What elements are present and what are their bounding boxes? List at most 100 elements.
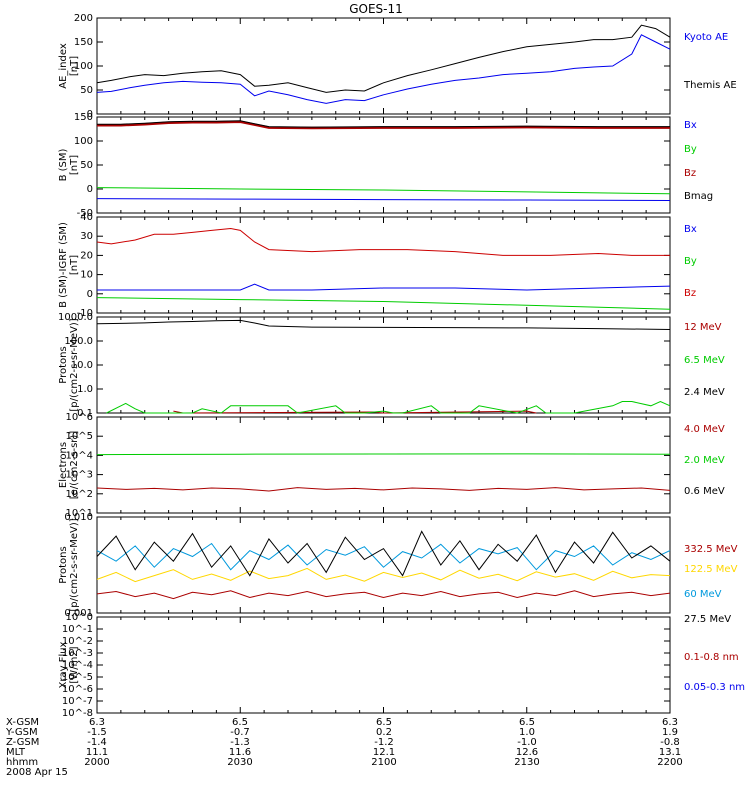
legend-entry: 2.0 MeV — [684, 455, 725, 466]
orbit-cell: -0.8 — [660, 737, 680, 748]
y-tick-label: 50 — [80, 160, 93, 171]
y-tick-label: 10^-4 — [62, 660, 93, 671]
panel-frame — [96, 616, 671, 714]
legend-entry: Bmag — [684, 191, 713, 202]
y-axis-label: Protons — [58, 346, 69, 383]
y-tick-label: 10^4 — [66, 450, 93, 461]
orbit-row-label: hhmm — [6, 757, 38, 768]
y-tick-label: 0.010 — [64, 512, 93, 523]
panel-7: 10^-810^-710^-610^-510^-410^-310^-210^-1… — [58, 612, 745, 719]
y-tick-label: 100 — [74, 61, 93, 72]
panel-frame — [96, 416, 671, 514]
y-axis-label: B (SM) — [58, 148, 69, 181]
orbit-cell: 1.0 — [519, 727, 535, 738]
legend-entry: Kyoto AE — [684, 32, 728, 43]
orbit-cell: -1.5 — [87, 727, 107, 738]
orbit-cell: 2100 — [371, 757, 396, 768]
orbit-cell: 6.5 — [519, 717, 535, 728]
y-tick-label: 0.001 — [64, 608, 93, 619]
y-tick-label: 10^-1 — [62, 624, 93, 635]
y-tick-label: 0.1 — [77, 408, 93, 419]
date-label: 2008 Apr 15 — [6, 767, 68, 778]
series-122-5-mev — [96, 567, 671, 583]
panel-frame — [96, 316, 671, 414]
legend-entry: 6.5 MeV — [684, 355, 725, 366]
y-tick-label: 0 — [87, 289, 93, 300]
legend-entry: Bz — [684, 288, 696, 299]
orbit-cell: 0.2 — [376, 727, 392, 738]
y-tick-label: 10^1 — [66, 508, 93, 519]
series-bx — [97, 283, 671, 291]
orbit-cell: 6.3 — [89, 717, 105, 728]
panel-3: -10 0 10 20 30 40 B (SM)-IGRF (SM) [nT] Bx By Bz — [58, 212, 697, 319]
series-bx — [96, 198, 671, 201]
y-tick-label: 100.0 — [64, 336, 93, 347]
series-bz — [96, 227, 670, 256]
orbit-cell: 11.1 — [86, 747, 108, 758]
y-tick-label: -10 — [77, 308, 93, 319]
orbit-cell: -0.7 — [230, 727, 250, 738]
series-27-5-mev — [96, 530, 671, 577]
legend-entry: 2.4 MeV — [684, 387, 725, 398]
y-tick-label: 100 — [74, 136, 93, 147]
y-axis-label: [e/(cm2-s-sr)] — [69, 431, 80, 500]
y-tick-label: 10^-6 — [62, 684, 93, 695]
orbit-cell: 2200 — [657, 757, 682, 768]
orbit-cell: 2000 — [84, 757, 109, 768]
y-tick-label: 0 — [87, 184, 93, 195]
y-tick-label: 0 — [87, 109, 93, 120]
legend-entry: 0.1-0.8 nm — [684, 652, 739, 663]
series-by — [96, 187, 671, 195]
y-tick-label: 200 — [74, 13, 93, 24]
y-tick-label: 10^3 — [66, 470, 93, 481]
legend-entry: Bz — [684, 168, 696, 179]
legend-entry: 332.5 MeV — [684, 544, 738, 555]
series-bmag — [97, 120, 670, 128]
panel-5: 10^1 10^2 10^3 10^4 10^5 10^6 Electrons [e/(cm2… — [58, 412, 725, 519]
orbit-cell: 11.6 — [229, 747, 251, 758]
panel-1: 0 50 100 150 200 AE_index [nT] Kyoto AE Themis A… — [58, 13, 737, 120]
orbit-cell: 6.5 — [376, 717, 392, 728]
orbit-row-label: X-GSM — [6, 717, 39, 728]
y-tick-label: 150 — [74, 37, 93, 48]
orbit-cell: 6.5 — [232, 717, 248, 728]
orbit-cell: -1.3 — [230, 737, 250, 748]
orbit-cell: 1.9 — [662, 727, 678, 738]
y-tick-label: 1.0 — [77, 384, 93, 395]
orbit-cell: -1.0 — [517, 737, 537, 748]
y-tick-label: 10^6 — [66, 412, 93, 423]
y-axis-label: [nT] — [69, 155, 80, 175]
orbit-cell: 12.1 — [373, 747, 395, 758]
orbit-cell: 12.6 — [516, 747, 538, 758]
y-axis-label: B (SM)-IGRF (SM) — [58, 222, 69, 308]
orbit-table: X-GSMY-GSMZ-GSMMLThhmm6.3-1.5-1.411.1200… — [5, 717, 683, 778]
orbit-row-label: Y-GSM — [5, 727, 38, 738]
y-tick-label: 50 — [80, 85, 93, 96]
orbit-cell: 2130 — [514, 757, 539, 768]
y-tick-label: 10^2 — [66, 489, 93, 500]
y-tick-label: 10^-8 — [62, 708, 93, 719]
orbit-row-label: Z-GSM — [6, 737, 39, 748]
series-6-5-mev — [106, 400, 671, 414]
legend-entry: Bx — [684, 224, 697, 235]
y-tick-label: -50 — [77, 208, 93, 219]
legend-entry: 27.5 MeV — [684, 614, 731, 625]
y-tick-label: 150 — [74, 112, 93, 123]
y-axis-label: [nT] — [69, 56, 80, 76]
y-axis-label: [p/(cm2-s-sr-MeV)] — [69, 318, 80, 411]
y-tick-label: 30 — [80, 231, 93, 242]
legend-entry: 122.5 MeV — [684, 564, 738, 575]
y-axis-label: Electrons — [58, 442, 69, 488]
series-2-0-mev — [96, 453, 671, 456]
panel-4: 0.1 1.0 10.0 100.0 1000.0 Protons [p/(cm2-s-sr… — [58, 312, 725, 419]
series-332-5-mev — [96, 590, 671, 600]
y-tick-label: 10^-5 — [62, 672, 93, 683]
y-axis-label: AE_index — [58, 43, 69, 89]
legend-entry: 0.6 MeV — [684, 486, 725, 497]
y-tick-label: 20 — [80, 250, 93, 261]
orbit-cell: -1.4 — [87, 737, 107, 748]
legend-entry: 60 MeV — [684, 589, 722, 600]
orbit-cell: 13.1 — [659, 747, 681, 758]
